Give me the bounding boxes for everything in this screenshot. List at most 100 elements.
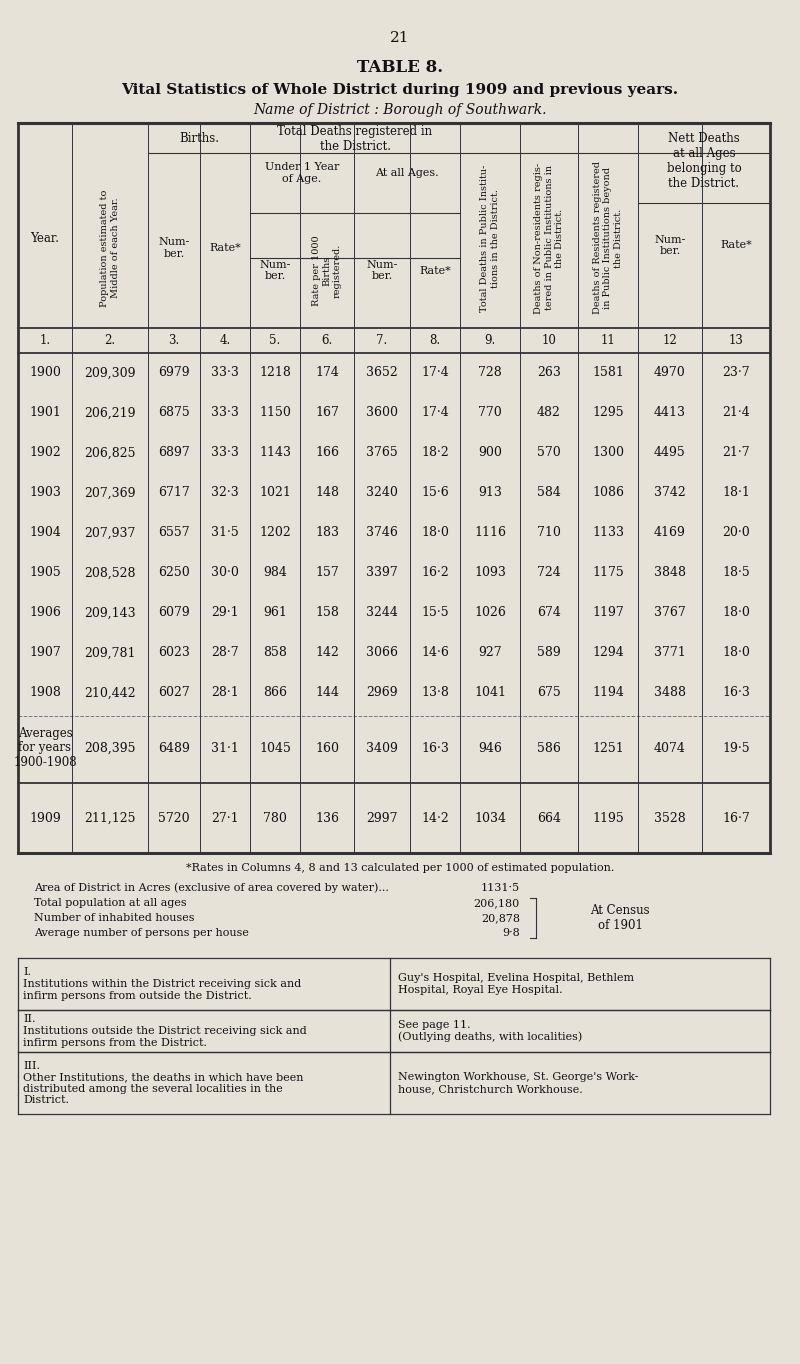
Text: 33·3: 33·3 xyxy=(211,406,239,420)
Text: 21: 21 xyxy=(390,31,410,45)
Text: 209,309: 209,309 xyxy=(84,367,136,379)
Text: Deaths of Non-residents regis-
tered in Public Institutions in
the District.: Deaths of Non-residents regis- tered in … xyxy=(534,162,564,314)
Text: 166: 166 xyxy=(315,446,339,460)
Text: 211,125: 211,125 xyxy=(84,812,136,824)
Text: 1909: 1909 xyxy=(29,812,61,824)
Text: 6489: 6489 xyxy=(158,742,190,754)
Text: Rate per 1000
Births
registered.: Rate per 1000 Births registered. xyxy=(312,235,342,306)
Text: 858: 858 xyxy=(263,647,287,660)
Text: 7.: 7. xyxy=(376,334,388,346)
Text: 1086: 1086 xyxy=(592,487,624,499)
Text: 17·4: 17·4 xyxy=(421,406,449,420)
Text: 210,442: 210,442 xyxy=(84,686,136,700)
Text: Area of District in Acres (exclusive of area covered by water)...: Area of District in Acres (exclusive of … xyxy=(34,883,389,893)
Text: 18·5: 18·5 xyxy=(722,566,750,580)
Text: 18·0: 18·0 xyxy=(421,527,449,540)
Text: 6023: 6023 xyxy=(158,647,190,660)
Text: *Rates in Columns 4, 8 and 13 calculated per 1000 of estimated population.: *Rates in Columns 4, 8 and 13 calculated… xyxy=(186,863,614,873)
Text: 2.: 2. xyxy=(105,334,115,346)
Text: Year.: Year. xyxy=(30,232,59,244)
Text: 1581: 1581 xyxy=(592,367,624,379)
Text: 3742: 3742 xyxy=(654,487,686,499)
Text: Nett Deaths
at all Ages
belonging to
the District.: Nett Deaths at all Ages belonging to the… xyxy=(666,132,742,190)
Text: 586: 586 xyxy=(537,742,561,754)
Text: 3765: 3765 xyxy=(366,446,398,460)
Text: 1908: 1908 xyxy=(29,686,61,700)
Text: 1905: 1905 xyxy=(29,566,61,580)
Text: 160: 160 xyxy=(315,742,339,754)
Text: 21·7: 21·7 xyxy=(722,446,750,460)
Text: 6027: 6027 xyxy=(158,686,190,700)
Text: 6079: 6079 xyxy=(158,607,190,619)
Text: 4169: 4169 xyxy=(654,527,686,540)
Text: Deaths of Residents registered
in Public Institutions beyond
the District.: Deaths of Residents registered in Public… xyxy=(593,161,623,315)
Text: At Census
of 1901: At Census of 1901 xyxy=(590,904,650,932)
Text: 16·3: 16·3 xyxy=(421,742,449,754)
Text: 9·8: 9·8 xyxy=(502,928,520,938)
Text: Vital Statistics of Whole District during 1909 and previous years.: Vital Statistics of Whole District durin… xyxy=(122,83,678,97)
Text: 11: 11 xyxy=(601,334,615,346)
Text: 32·3: 32·3 xyxy=(211,487,239,499)
Text: 724: 724 xyxy=(537,566,561,580)
Text: 148: 148 xyxy=(315,487,339,499)
Text: 16·2: 16·2 xyxy=(421,566,449,580)
Text: 18·0: 18·0 xyxy=(722,607,750,619)
Text: 1202: 1202 xyxy=(259,527,291,540)
Text: Total Deaths in Public Institu-
tions in the District.: Total Deaths in Public Institu- tions in… xyxy=(480,164,500,312)
Text: 1901: 1901 xyxy=(29,406,61,420)
Text: 207,369: 207,369 xyxy=(84,487,136,499)
Text: 263: 263 xyxy=(537,367,561,379)
Text: 3600: 3600 xyxy=(366,406,398,420)
Text: 1902: 1902 xyxy=(29,446,61,460)
Text: 6875: 6875 xyxy=(158,406,190,420)
Text: 1195: 1195 xyxy=(592,812,624,824)
Text: 3.: 3. xyxy=(168,334,180,346)
Text: 9.: 9. xyxy=(484,334,496,346)
Text: Num-
ber.: Num- ber. xyxy=(366,259,398,281)
Text: Rate*: Rate* xyxy=(209,243,241,252)
Text: 207,937: 207,937 xyxy=(84,527,136,540)
Text: 3746: 3746 xyxy=(366,527,398,540)
Text: 16·7: 16·7 xyxy=(722,812,750,824)
Text: 10: 10 xyxy=(542,334,557,346)
Text: 2997: 2997 xyxy=(366,812,398,824)
Text: 136: 136 xyxy=(315,812,339,824)
Text: 1.: 1. xyxy=(39,334,50,346)
Text: 1045: 1045 xyxy=(259,742,291,754)
Text: 23·7: 23·7 xyxy=(722,367,750,379)
Text: 13·8: 13·8 xyxy=(421,686,449,700)
Text: Num-
ber.: Num- ber. xyxy=(158,237,190,259)
Text: 3528: 3528 xyxy=(654,812,686,824)
Text: 984: 984 xyxy=(263,566,287,580)
Text: 1093: 1093 xyxy=(474,566,506,580)
Text: 6.: 6. xyxy=(322,334,333,346)
Text: 5.: 5. xyxy=(270,334,281,346)
Text: See page 11.
(Outlying deaths, with localities): See page 11. (Outlying deaths, with loca… xyxy=(398,1020,582,1042)
Text: III.
Other Institutions, the deaths in which have been
distributed among the sev: III. Other Institutions, the deaths in w… xyxy=(23,1061,303,1105)
Text: 20·0: 20·0 xyxy=(722,527,750,540)
Text: II.
Institutions outside the District receiving sick and
infirm persons from the: II. Institutions outside the District re… xyxy=(23,1015,306,1048)
Text: Total Deaths registered in
the District.: Total Deaths registered in the District. xyxy=(278,125,433,153)
Text: 13: 13 xyxy=(729,334,743,346)
Text: 780: 780 xyxy=(263,812,287,824)
Text: 174: 174 xyxy=(315,367,339,379)
Text: 27·1: 27·1 xyxy=(211,812,239,824)
Text: 1900: 1900 xyxy=(29,367,61,379)
Text: 1034: 1034 xyxy=(474,812,506,824)
Text: 28·7: 28·7 xyxy=(211,647,239,660)
Text: 12: 12 xyxy=(662,334,678,346)
Text: 1903: 1903 xyxy=(29,487,61,499)
Text: TABLE 8.: TABLE 8. xyxy=(357,60,443,76)
Text: 900: 900 xyxy=(478,446,502,460)
Text: 157: 157 xyxy=(315,566,339,580)
Text: 674: 674 xyxy=(537,607,561,619)
Text: 1907: 1907 xyxy=(29,647,61,660)
Text: 3488: 3488 xyxy=(654,686,686,700)
Text: 183: 183 xyxy=(315,527,339,540)
Text: 1197: 1197 xyxy=(592,607,624,619)
Text: 208,395: 208,395 xyxy=(84,742,136,754)
Text: 482: 482 xyxy=(537,406,561,420)
Text: 675: 675 xyxy=(537,686,561,700)
Text: 3244: 3244 xyxy=(366,607,398,619)
Text: Newington Workhouse, St. George's Work-
house, Christchurch Workhouse.: Newington Workhouse, St. George's Work- … xyxy=(398,1072,638,1094)
